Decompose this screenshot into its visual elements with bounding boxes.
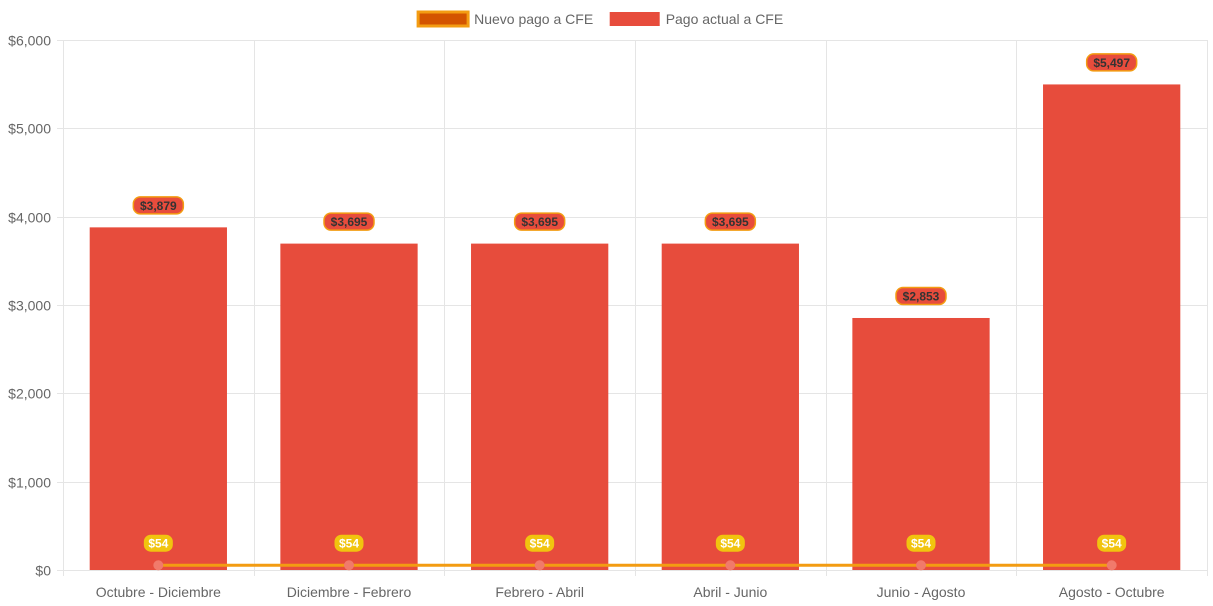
line-value-label: $54	[1102, 537, 1122, 551]
legend-item[interactable]: Nuevo pago a CFE	[416, 10, 593, 28]
y-tick-label: $1,000	[8, 475, 51, 491]
legend-item[interactable]: Pago actual a CFE	[609, 11, 784, 27]
legend[interactable]: Nuevo pago a CFE Pago actual a CFE	[416, 10, 784, 28]
bar[interactable]	[471, 243, 609, 570]
y-tick-label: $4,000	[8, 210, 51, 226]
bar-value-label: $3,695	[331, 215, 368, 229]
bar[interactable]	[1043, 84, 1181, 570]
x-tick-label: Diciembre - Febrero	[287, 584, 412, 600]
line-value-label: $54	[530, 537, 550, 551]
data-labels: $3,879 $3,695 $3,695 $3,695 $2,853 $5,497 $54 $…	[132, 53, 1138, 552]
legend-label: Pago actual a CFE	[666, 11, 784, 27]
line-value-label: $54	[720, 537, 740, 551]
bar-value-label-bg	[895, 286, 947, 306]
x-tick-label: Octubre - Diciembre	[96, 584, 221, 600]
bar[interactable]	[89, 227, 227, 571]
y-tick-label: $3,000	[8, 298, 51, 314]
line-point[interactable]	[1106, 560, 1117, 571]
line-point[interactable]	[534, 560, 545, 571]
x-tick-label: Febrero - Abril	[495, 584, 584, 600]
x-tick-label: Abril - Junio	[693, 584, 767, 600]
y-tick-label: $0	[35, 563, 51, 579]
legend-swatch	[416, 10, 470, 28]
bar-value-label-bg	[1085, 53, 1138, 72]
bar[interactable]	[852, 317, 990, 570]
bar-value-label: $3,879	[140, 199, 177, 213]
line-value-label-bg	[1097, 534, 1127, 552]
line-point[interactable]	[153, 560, 164, 571]
line-value-label: $54	[148, 537, 168, 551]
bar[interactable]	[661, 243, 799, 570]
bar-value-label: $3,695	[521, 215, 558, 229]
line-value-label: $54	[339, 537, 359, 551]
line-point[interactable]	[344, 560, 354, 571]
bar-value-label-bg	[704, 212, 757, 231]
bar-value-label: $5,497	[1093, 56, 1130, 70]
bar[interactable]	[280, 243, 418, 570]
line-point[interactable]	[916, 560, 926, 571]
line-value-label-bg	[334, 534, 364, 552]
line-value-label-bg	[715, 534, 745, 552]
line-value-label-bg	[906, 534, 936, 552]
grid	[57, 40, 1208, 576]
bar-value-label-bg	[513, 212, 566, 231]
y-tick-label: $2,000	[8, 386, 51, 402]
line-value-label: $54	[911, 537, 931, 551]
legend-swatch	[609, 12, 660, 26]
bar-value-label: $2,853	[903, 289, 940, 303]
x-tick-label: Agosto - Octubre	[1059, 584, 1165, 600]
legend-label: Nuevo pago a CFE	[474, 11, 593, 27]
line-value-label-bg	[525, 534, 555, 552]
line-value-label-bg	[143, 534, 173, 552]
bar-value-label-bg	[323, 212, 375, 231]
axes: $0 $1,000 $2,000 $3,000 $4,000 $5,000 $6,000 Oc…	[8, 33, 1165, 601]
y-tick-label: $6,000	[8, 33, 51, 49]
bar-value-label: $3,695	[712, 215, 749, 229]
bar-series	[89, 84, 1181, 571]
line-point[interactable]	[725, 560, 736, 571]
x-tick-label: Junio - Agosto	[877, 584, 966, 600]
y-tick-label: $5,000	[8, 121, 51, 137]
line-series	[153, 560, 1117, 571]
bar-value-label-bg	[132, 196, 185, 215]
